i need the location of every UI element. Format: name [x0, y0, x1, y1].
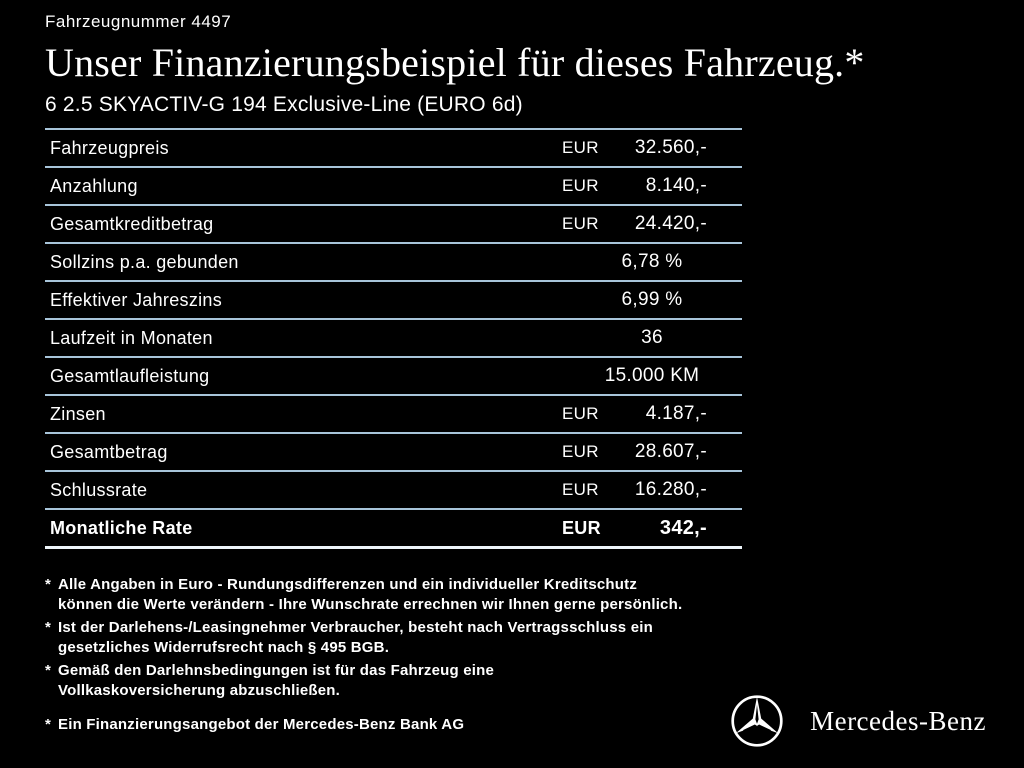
footnotes: * Alle Angaben in Euro - Rundungsdifferen…: [45, 575, 765, 701]
row-currency: EUR: [562, 214, 599, 233]
footnote-marker: *: [45, 576, 52, 593]
row-label: Zinsen: [50, 403, 106, 424]
footnote: * Alle Angaben in Euro - Rundungsdifferen…: [45, 575, 765, 615]
row-currency: EUR: [562, 480, 599, 499]
bank-note-text: Ein Finanzierungsangebot der Mercedes-Be…: [58, 716, 465, 733]
row-value: 4.187,-: [645, 403, 707, 424]
finance-table: Fahrzeugpreis EUR 32.560,- Anzahlung EUR 8.14…: [45, 128, 742, 549]
row-value: 15.000 KM: [604, 365, 700, 386]
row-label: Gesamtkreditbetrag: [50, 213, 214, 234]
row-value: 6,99 %: [621, 289, 683, 310]
row-value: 6,78 %: [621, 251, 683, 272]
footnote: * Gemäß den Darlehnsbedingungen ist für d…: [45, 661, 765, 701]
vehicle-number: Fahrzeugnummer 4497: [45, 12, 232, 31]
row-currency: EUR: [562, 138, 599, 157]
table-row: Gesamtkreditbetrag EUR 24.420,-: [45, 204, 742, 242]
footnote-marker: *: [45, 716, 52, 733]
mercedes-star-icon: [731, 695, 783, 747]
table-row: Gesamtbetrag EUR 28.607,-: [45, 432, 742, 470]
row-value: 36: [641, 327, 663, 348]
footnote-line: gesetzliches Widerrufsrecht nach § 495 B…: [58, 639, 390, 656]
row-label: Effektiver Jahreszins: [50, 289, 223, 310]
row-currency: EUR: [562, 404, 599, 423]
row-currency: EUR: [562, 176, 599, 195]
row-label: Gesamtlaufleistung: [50, 365, 210, 386]
footnote-text: Ist der Darlehens-/Leasingnehmer Verbrau…: [58, 618, 765, 658]
row-label: Gesamtbetrag: [50, 441, 168, 462]
row-label: Anzahlung: [50, 175, 138, 196]
row-label: Laufzeit in Monaten: [50, 327, 213, 348]
footnote-text: Alle Angaben in Euro - Rundungsdifferenz…: [58, 575, 765, 615]
row-label: Schlussrate: [50, 479, 148, 500]
table-row: Anzahlung EUR 8.140,-: [45, 166, 742, 204]
table-row: Fahrzeugpreis EUR 32.560,-: [45, 128, 742, 166]
row-currency: EUR: [562, 442, 599, 461]
row-value: 8.140,-: [645, 175, 707, 196]
footnote: * Ist der Darlehens-/Leasingnehmer Verbra…: [45, 618, 765, 658]
row-label: Sollzins p.a. gebunden: [50, 251, 239, 272]
row-value: 16.280,-: [634, 479, 707, 500]
brand-wordmark: Mercedes-Benz: [810, 705, 986, 736]
page-title: Unser Finanzierungsbeispiel für dieses F…: [45, 40, 865, 85]
row-value: 32.560,-: [634, 137, 707, 158]
footnote-marker: *: [45, 662, 52, 679]
table-row: Zinsen EUR 4.187,-: [45, 394, 742, 432]
footnote-line: Alle Angaben in Euro - Rundungsdifferenz…: [58, 576, 638, 593]
row-value: 28.607,-: [634, 441, 707, 462]
row-value: 24.420,-: [634, 213, 707, 234]
row-label: Fahrzeugpreis: [50, 137, 169, 158]
table-row: Gesamtlaufleistung 15.000 KM: [45, 356, 742, 394]
table-row: Sollzins p.a. gebunden 6,78 %: [45, 242, 742, 280]
brand-area: Mercedes-Benz: [730, 694, 986, 748]
table-row: Laufzeit in Monaten 36: [45, 318, 742, 356]
row-label: Monatliche Rate: [50, 517, 193, 538]
footnote-line: können die Werte verändern - Ihre Wunsch…: [58, 596, 683, 613]
footnote-marker: *: [45, 619, 52, 636]
footnote-line: Ist der Darlehens-/Leasingnehmer Verbrau…: [58, 619, 653, 636]
row-value: 342,-: [659, 516, 707, 539]
table-row: Effektiver Jahreszins 6,99 %: [45, 280, 742, 318]
row-currency: EUR: [562, 517, 601, 538]
bank-note: * Ein Finanzierungsangebot der Mercedes-…: [45, 715, 1024, 735]
table-row: Schlussrate EUR 16.280,-: [45, 470, 742, 508]
footnote-line: Vollkaskoversicherung abzuschließen.: [58, 682, 341, 699]
table-row: Monatliche Rate EUR 342,-: [45, 508, 742, 549]
footnote-text: Gemäß den Darlehnsbedingungen ist für da…: [58, 661, 765, 701]
vehicle-model-subtitle: 6 2.5 SKYACTIV-G 194 Exclusive-Line (EUR…: [45, 93, 523, 116]
footnote-line: Gemäß den Darlehnsbedingungen ist für da…: [58, 662, 495, 679]
